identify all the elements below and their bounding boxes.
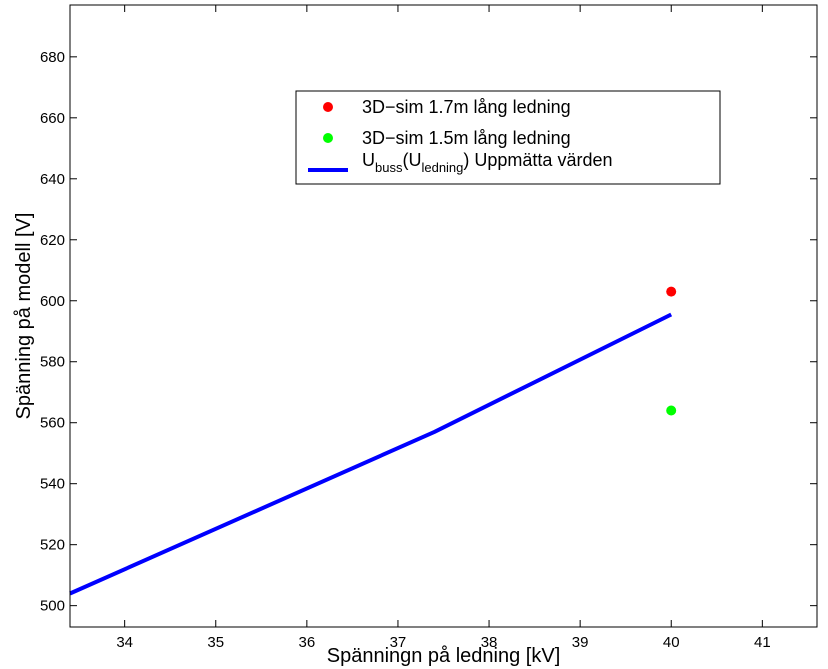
- x-tick-label: 37: [390, 634, 407, 651]
- legend-box: [295, 90, 721, 185]
- x-tick-label: 34: [116, 634, 133, 651]
- x-tick-label: 35: [207, 634, 224, 651]
- y-tick-label: 560: [40, 415, 65, 432]
- x-axis-label: Spänningn på ledning [kV]: [327, 645, 561, 667]
- y-tick-label: 620: [40, 232, 65, 249]
- y-tick-label: 600: [40, 293, 65, 310]
- legend-entry-3-tail: ) Uppmätta värden: [463, 150, 612, 170]
- x-tick-label: 41: [754, 634, 771, 651]
- x-tick-label: 39: [572, 634, 589, 651]
- legend-entry-3-u: U: [362, 150, 375, 170]
- legend-entry-3-sub-ledning: ledning: [421, 160, 463, 175]
- axes-box: [69, 4, 818, 628]
- data-point-0-0: [666, 286, 677, 297]
- legend-entry-1: 3D−sim 1.7m lång ledning: [362, 97, 571, 117]
- x-tick-label: 36: [299, 634, 316, 651]
- legend-entry-3-sub-buss: buss: [375, 160, 403, 175]
- y-tick-label: 540: [40, 476, 65, 493]
- legend-marker-red: [323, 102, 333, 112]
- y-tick-label: 640: [40, 171, 65, 188]
- y-tick-label: 580: [40, 354, 65, 371]
- x-tick-label: 38: [481, 634, 498, 651]
- series-line-2: [69, 312, 673, 596]
- y-tick-label: 680: [40, 49, 65, 66]
- y-tick-label: 660: [40, 110, 65, 127]
- data-point-1-0: [666, 405, 677, 416]
- y-axis-label: Spänning på modell [V]: [13, 213, 35, 420]
- legend-entry-3-paren: (U: [402, 150, 421, 170]
- y-tick-label: 500: [40, 598, 65, 615]
- axes: 34 35 36 37 38 39 40 41 500 520 540 560 580 600 620 640…: [40, 4, 818, 651]
- legend: 3D−sim 1.7m lång ledning 3D−sim 1.5m lån…: [295, 90, 721, 185]
- legend-marker-green: [323, 133, 333, 143]
- legend-entry-2: 3D−sim 1.5m lång ledning: [362, 128, 571, 148]
- legend-entry-3: Ubuss(Uledning) Uppmätta värden: [362, 150, 612, 175]
- plot-area: [69, 286, 677, 596]
- x-tick-label: 40: [663, 634, 680, 651]
- y-tick-label: 520: [40, 537, 65, 554]
